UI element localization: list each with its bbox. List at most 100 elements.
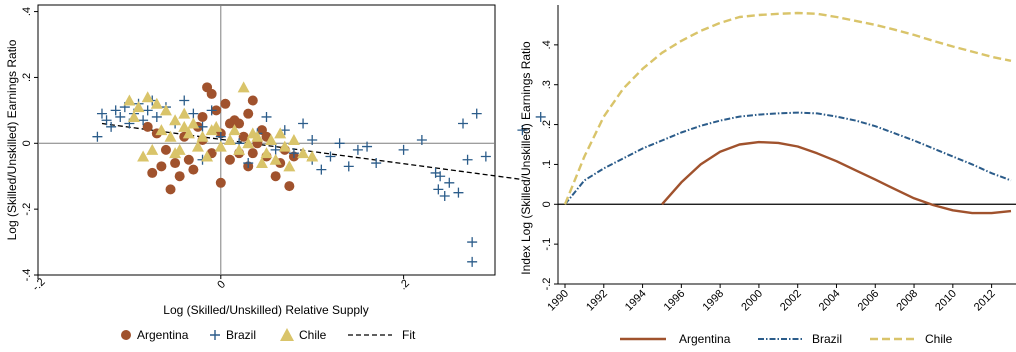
legend-chile-label: Chile [299,328,327,342]
argentina-point [238,131,249,142]
chile-point [233,143,246,155]
argentina-point [247,95,258,106]
line-x-tick-label: 1992 [584,288,610,314]
brazil-point [444,177,455,188]
brazil-point [307,135,318,145]
brazil-point [362,141,373,152]
argentina-point [234,118,245,129]
brazil-point [480,151,491,162]
argentina-point [284,181,295,192]
brazil-point [453,187,464,198]
line-y-ticks: -.2 -.1 0 .1 .2 .3 .4 [541,40,558,290]
line-y-axis-label: Index Log (Skilled/Unskilled) Earnings R… [519,41,533,275]
scatter-y-tick-label: .4 [21,7,33,16]
chile-point [201,150,214,162]
brazil-point [215,131,226,142]
legend-fit-label: Fit [402,328,416,342]
brazil-point [458,118,469,129]
argentina-point [197,111,208,122]
argentina-point [270,171,281,182]
brazil-point [142,105,153,116]
line-x-tick-label: 1998 [700,288,726,314]
brazil-point [188,108,199,119]
argentina-series-line [661,140,1012,215]
argentina-point [160,144,171,155]
chile-point [178,107,191,119]
chile-point [178,120,191,132]
chile-point [169,147,182,159]
chile-point [123,94,136,106]
scatter-y-tick-label: -.4 [21,269,33,282]
brazil-point [334,138,345,149]
scatter-y-tick-label: 0 [21,140,33,146]
legend-argentina-label: Argentina [137,328,189,342]
chile-point [228,124,241,136]
brazil-point [352,144,363,155]
brazil-point [101,115,112,126]
brazil-point [439,190,450,201]
chile-point [283,160,296,172]
chile-point [164,130,177,142]
line-y-tick-label: .4 [541,40,553,49]
line-y-tick-label: -.2 [541,278,553,291]
argentina-point [147,167,158,178]
brazil-point [433,184,444,195]
brazil-point [316,164,327,175]
line-y-tick-label: 0 [541,201,553,207]
brazil-point [371,158,382,169]
brazil-point [343,161,354,172]
chile-point [297,147,310,159]
brazil-point [261,111,272,122]
chile-point [150,97,163,109]
brazil-point [206,105,217,116]
chile-point [132,101,145,113]
scatter-x-tick-label: 0 [215,278,228,291]
line-x-tick-label: 2010 [933,288,959,314]
legend-chile-label-2: Chile [925,332,953,346]
brazil-point [435,171,446,182]
chile-point [141,91,154,103]
brazil-point [138,115,149,126]
scatter-y-tick-label: -.2 [21,203,33,216]
scatter-x-axis-label: Log (Skilled/Unskilled) Relative Supply [163,303,368,317]
chile-point [155,124,168,136]
line-x-tick-label: 2002 [778,288,804,314]
line-x-tick-label: 2008 [894,288,920,314]
chile-point [146,143,159,155]
chile-point [287,134,300,145]
argentina-point [174,171,185,182]
brazil-point [416,135,427,145]
chile-point [214,140,227,152]
scatter-y-axis-label: Log (Skilled/Unskilled) Earnings Ratio [5,39,19,240]
legend-argentina-label-2: Argentina [679,332,731,346]
line-x-tick-label: 1996 [662,288,688,314]
brazil-point [467,237,478,248]
scatter-y-tick-label: .2 [21,73,33,82]
argentina-point [142,121,153,132]
brazil-point [298,118,309,129]
brazil-point [96,108,107,119]
legend-argentina-marker [121,330,131,340]
chile-point [187,117,200,129]
chile-point [137,150,150,162]
brazil-point [243,158,254,169]
legend-brazil-marker [210,330,220,340]
line-x-tick-label: 2012 [972,288,998,314]
chile-point [255,157,268,169]
chile-point [223,134,236,145]
legend-brazil-label-2: Brazil [812,332,842,346]
brazil-point [151,111,162,122]
chile-series-line [563,11,1012,205]
brazil-point [270,144,281,155]
argentina-point [215,177,226,188]
chile-point [260,147,273,159]
chile-point [169,114,182,126]
brazil-point [92,131,103,142]
brazil-point [398,144,409,155]
chile-point [210,120,223,132]
chile-point [127,110,140,122]
brazil-point [288,148,299,159]
argentina-point [156,161,167,172]
chile-point [274,127,287,139]
chile-point [191,140,204,152]
